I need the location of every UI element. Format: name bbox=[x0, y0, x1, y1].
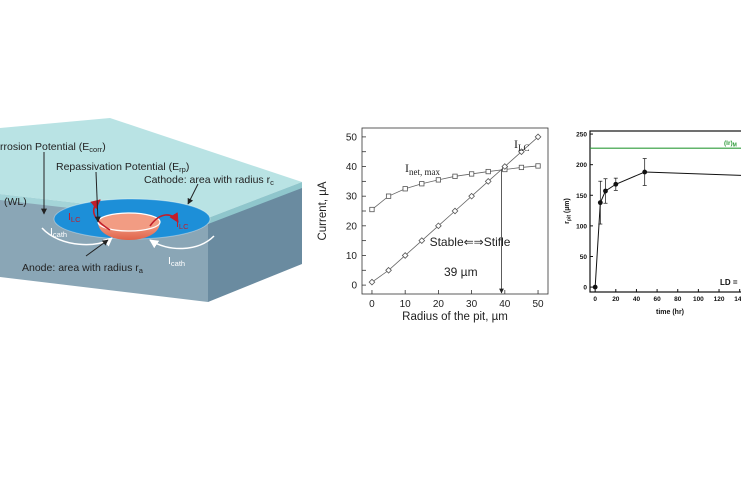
rpit-point bbox=[613, 181, 619, 187]
chart1-y-tick-label: 10 bbox=[346, 251, 358, 262]
inet-max-point bbox=[469, 171, 475, 177]
inet-max-point bbox=[385, 193, 392, 199]
chart2-y-tick-label: 50 bbox=[580, 254, 588, 261]
ilc-point bbox=[501, 163, 509, 170]
chart1-y-tick-label: 40 bbox=[346, 162, 358, 173]
anode-label: Anode: area with radius ra bbox=[22, 262, 144, 275]
water-layer-side-edge bbox=[208, 182, 302, 224]
chart2-x-tick-label: 140 bbox=[734, 296, 741, 303]
corrosion-potential-label: rrosion Potential (Ecorr) bbox=[0, 141, 106, 154]
repassivation-potential-label: Repassivation Potential (Erp) bbox=[56, 161, 189, 174]
inet-max-point bbox=[435, 177, 441, 183]
chart1-x-tick-label: 0 bbox=[369, 299, 375, 310]
chart2-x-tick-label: 40 bbox=[633, 296, 641, 303]
inet-max-point bbox=[419, 181, 425, 187]
crossover-radius-label: 39 µm bbox=[444, 265, 478, 279]
icath-label-right: Icath bbox=[168, 255, 185, 268]
ilc-point bbox=[534, 133, 542, 141]
chart2-y-tick-label: 200 bbox=[576, 162, 587, 169]
rpit-point bbox=[597, 200, 603, 206]
chart2-x-axis-label: time (hr) bbox=[656, 309, 684, 316]
water-layer-label: (WL) bbox=[4, 196, 27, 208]
ilc-point bbox=[468, 192, 475, 200]
rpit-point bbox=[603, 188, 608, 194]
rpit-point bbox=[592, 284, 598, 290]
chart1-y-tick-label: 30 bbox=[346, 192, 358, 203]
chart2-x-tick-label: 60 bbox=[653, 296, 661, 303]
ilc-point bbox=[435, 222, 442, 230]
chart2-x-tick-label: 0 bbox=[593, 296, 597, 303]
chart1-y-tick-label: 50 bbox=[346, 132, 358, 143]
ilc-point bbox=[401, 252, 409, 259]
chart2-y-tick-label: 100 bbox=[576, 223, 587, 230]
chart2-x-tick-label: 20 bbox=[612, 296, 620, 303]
inet-max-point bbox=[369, 206, 375, 213]
rpit-point bbox=[642, 169, 648, 175]
chart2-x-tick-label: 100 bbox=[693, 296, 704, 303]
pit-radius-vs-time-chart: 0 50 100 150 200 250 0 20 40 60 80 100 120 140 (lr)M… bbox=[564, 130, 741, 316]
pit-schematic: rrosion Potential (Ecorr) Repassivation … bbox=[0, 118, 302, 302]
chart1-x-tick-label: 20 bbox=[433, 299, 445, 310]
inet-max-point bbox=[518, 164, 525, 171]
chart2-plot-frame bbox=[589, 130, 741, 293]
rpit-series-line bbox=[594, 171, 741, 288]
chart1-y-axis-label: Current, µA bbox=[317, 181, 329, 240]
ilc-point bbox=[484, 177, 492, 185]
lc-current-arrow-right bbox=[149, 212, 179, 227]
inet-max-point bbox=[485, 168, 491, 175]
chart1-y-tick-label: 0 bbox=[351, 281, 357, 292]
ilc-point bbox=[385, 266, 392, 274]
chart2-x-tick-label: 80 bbox=[674, 296, 682, 303]
cathodic-current-loop-right bbox=[149, 235, 215, 250]
ilc-point bbox=[418, 237, 426, 245]
inet-max-series-line bbox=[371, 165, 539, 210]
cathode-leader bbox=[187, 183, 199, 205]
water-layer-top bbox=[0, 118, 302, 218]
ld-label: LD = bbox=[720, 278, 738, 287]
chart2-y-tick-label: 250 bbox=[576, 132, 587, 139]
stable-stifle-label: Stable⇐⇒Stifle bbox=[430, 235, 511, 249]
chart2-x-tick-label: 120 bbox=[714, 296, 725, 303]
ilc-point bbox=[451, 207, 459, 215]
inet-max-point bbox=[535, 163, 541, 169]
chart1-x-axis-label: Radius of the pit, µm bbox=[402, 311, 508, 323]
anode-leader bbox=[85, 239, 109, 257]
ilc-point bbox=[518, 148, 525, 156]
erp-leader bbox=[94, 171, 101, 223]
chart1-x-tick-label: 40 bbox=[499, 299, 511, 310]
chart1-x-tick-label: 10 bbox=[400, 299, 412, 310]
inet-max-series-label: Inet, max bbox=[405, 161, 440, 177]
chart2-y-axis-label: rpit (µm) bbox=[564, 198, 573, 224]
cathode-label: Cathode: area with radius rc bbox=[144, 174, 274, 187]
chart1-x-tick-label: 30 bbox=[466, 299, 478, 310]
chart1-y-tick-label: 20 bbox=[346, 221, 358, 232]
chart1-x-tick-label: 50 bbox=[532, 299, 544, 310]
chart2-y-tick-label: 150 bbox=[576, 193, 587, 200]
icath-label-left: Icath bbox=[50, 226, 67, 239]
inet-max-point bbox=[452, 173, 458, 179]
current-vs-radius-chart: 0 10 20 30 40 50 0 10 20 30 40 50 Radius of the pi… bbox=[317, 127, 549, 323]
reference-line-label: (lr)M bbox=[724, 140, 737, 149]
ilc-label-left: ILC bbox=[68, 211, 81, 224]
chart2-y-tick-label: 0 bbox=[583, 285, 587, 292]
inet-max-point bbox=[402, 186, 408, 192]
ilc-label-right: ILC bbox=[176, 218, 189, 231]
ilc-series-label: ILC bbox=[514, 137, 530, 153]
ilc-point bbox=[368, 278, 376, 286]
